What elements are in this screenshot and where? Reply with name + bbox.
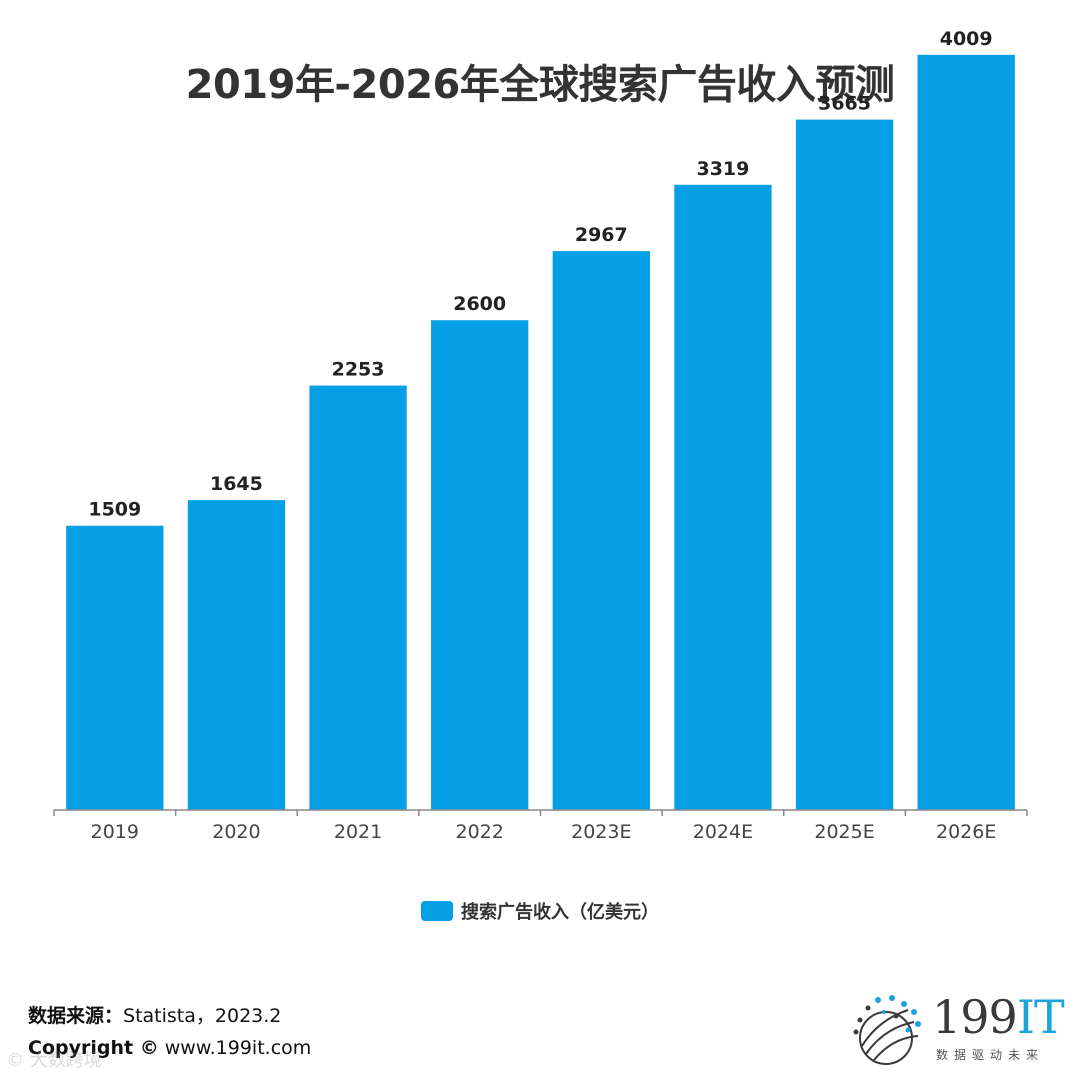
- category-label-2025E: 2025E: [814, 821, 874, 843]
- 199it-logo[interactable]: 199IT 数据驱动未来: [848, 990, 1068, 1070]
- value-labels-group: 1509 1645 2253 2600 2967 3319 3665 4009: [88, 28, 992, 521]
- x-axis-ticks: [53, 810, 1028, 816]
- copyright-url[interactable]: www.199it.com: [164, 1037, 312, 1059]
- bar-2025E[interactable]: [795, 119, 894, 811]
- source-label: 数据来源：: [28, 1005, 124, 1027]
- legend-label: 搜索广告收入（亿美元）: [461, 902, 659, 923]
- category-label-2022: 2022: [456, 821, 504, 843]
- value-label-2021: 2253: [332, 359, 385, 381]
- category-label-2019: 2019: [91, 821, 139, 843]
- value-label-2024E: 3319: [696, 158, 749, 180]
- watermark: © 大数跨境: [6, 1050, 102, 1071]
- bar-2023E[interactable]: [552, 251, 650, 811]
- value-label-2020: 1645: [210, 473, 263, 495]
- bar-2021[interactable]: [309, 385, 407, 810]
- data-source: 数据来源：Statista，2023.2: [28, 1001, 281, 1028]
- category-label-2023E: 2023E: [571, 821, 631, 843]
- legend-swatch: [421, 901, 453, 921]
- value-label-2026E: 4009: [940, 28, 993, 50]
- category-label-2021: 2021: [334, 821, 382, 843]
- bar-2019[interactable]: [66, 525, 164, 810]
- bar-2022[interactable]: [431, 320, 529, 810]
- copyright: Copyright © www.199it.com: [28, 1037, 311, 1059]
- logo-text-it: IT: [1016, 990, 1065, 1044]
- bar-2024E[interactable]: [674, 184, 772, 810]
- logo-tagline: 数据驱动未来: [936, 1048, 1045, 1062]
- chart-title: 2019年-2026年全球搜索广告收入预测: [185, 62, 895, 108]
- category-label-2026E: 2026E: [936, 821, 996, 843]
- category-label-2024E: 2024E: [693, 821, 753, 843]
- logo-dots-icon: [853, 995, 921, 1065]
- value-label-2022: 2600: [453, 293, 506, 315]
- category-labels-group: 2019 2020 2021 2022 2023E 2024E 2025E 2026E: [91, 821, 997, 843]
- value-label-2023E: 2967: [575, 224, 628, 246]
- source-value: Statista，2023.2: [123, 1005, 282, 1027]
- bar-2026E[interactable]: [917, 54, 1015, 810]
- category-label-2020: 2020: [212, 821, 260, 843]
- value-label-2019: 1509: [88, 499, 141, 521]
- bar-chart: 1509 1645 2253 2600 2967 3319 3665 4009 2019 202…: [53, 28, 1028, 843]
- copyright-label: Copyright ©: [28, 1037, 159, 1059]
- bar-2020[interactable]: [187, 500, 286, 810]
- bars-group: [66, 54, 1015, 811]
- value-label-2025E: 3665: [818, 93, 871, 115]
- logo-text-number: 199: [932, 990, 1018, 1044]
- legend[interactable]: 搜索广告收入（亿美元）: [0, 898, 1080, 924]
